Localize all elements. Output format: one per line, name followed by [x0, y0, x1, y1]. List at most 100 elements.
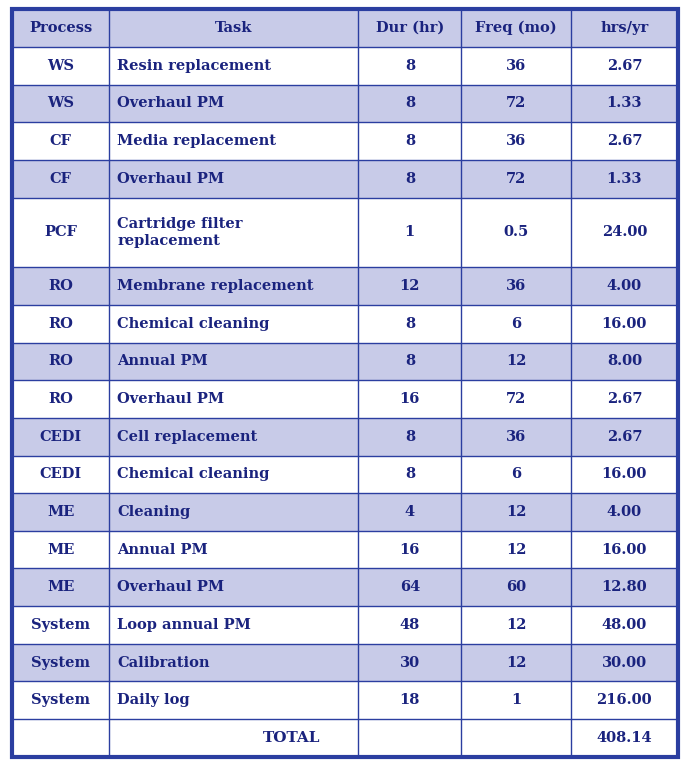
Text: Media replacement: Media replacement	[117, 134, 276, 148]
Text: 12: 12	[400, 279, 420, 293]
Bar	[358, 267, 462, 305]
Bar	[109, 682, 358, 719]
Text: PCF: PCF	[44, 225, 77, 239]
Text: 4: 4	[405, 505, 415, 519]
Text: 0.5: 0.5	[504, 225, 529, 239]
Text: 6: 6	[511, 316, 522, 331]
Bar	[358, 417, 462, 456]
Text: System: System	[31, 693, 90, 707]
Bar	[109, 456, 358, 493]
Text: 12: 12	[506, 542, 526, 557]
Bar	[109, 198, 358, 267]
Bar	[12, 531, 109, 568]
Bar	[12, 456, 109, 493]
Text: System: System	[31, 656, 90, 669]
Bar	[462, 160, 571, 198]
Bar	[12, 719, 678, 757]
Text: 72: 72	[506, 97, 526, 110]
Text: ME: ME	[47, 505, 75, 519]
Text: Annual PM: Annual PM	[117, 355, 208, 368]
Bar	[109, 417, 358, 456]
Text: Daily log: Daily log	[117, 693, 190, 707]
Bar	[571, 9, 678, 47]
Bar	[358, 568, 462, 606]
Text: Overhaul PM: Overhaul PM	[117, 581, 224, 594]
Bar	[109, 568, 358, 606]
Text: Task: Task	[215, 21, 253, 35]
Text: Freq (mo): Freq (mo)	[475, 21, 557, 35]
Bar	[462, 682, 571, 719]
Bar	[12, 198, 109, 267]
Bar	[571, 643, 678, 682]
Bar	[109, 123, 358, 160]
Text: 16.00: 16.00	[602, 467, 647, 481]
Text: 12: 12	[506, 618, 526, 632]
Text: 48: 48	[400, 618, 420, 632]
Text: 1: 1	[511, 693, 522, 707]
Text: Annual PM: Annual PM	[117, 542, 208, 557]
Bar	[462, 493, 571, 531]
Bar	[462, 123, 571, 160]
Text: 1: 1	[405, 225, 415, 239]
Bar	[109, 267, 358, 305]
Text: RO: RO	[48, 355, 73, 368]
Text: System: System	[31, 618, 90, 632]
Text: 12: 12	[506, 355, 526, 368]
Text: 1.33: 1.33	[607, 97, 642, 110]
Text: Overhaul PM: Overhaul PM	[117, 97, 224, 110]
Bar	[358, 47, 462, 84]
Text: Loop annual PM: Loop annual PM	[117, 618, 251, 632]
Text: Membrane replacement: Membrane replacement	[117, 279, 314, 293]
Bar	[12, 493, 109, 531]
Text: 16: 16	[400, 392, 420, 406]
Text: CEDI: CEDI	[39, 430, 81, 444]
Text: Dur (hr): Dur (hr)	[376, 21, 444, 35]
Text: Overhaul PM: Overhaul PM	[117, 392, 224, 406]
Bar	[571, 160, 678, 198]
Bar	[12, 342, 109, 380]
Text: 30.00: 30.00	[602, 656, 647, 669]
Text: 2.67: 2.67	[607, 59, 642, 73]
Text: 36: 36	[506, 430, 526, 444]
Bar	[12, 682, 109, 719]
Bar	[462, 643, 571, 682]
Text: 60: 60	[506, 581, 526, 594]
Bar	[358, 682, 462, 719]
Text: Cartridge filter
replacement: Cartridge filter replacement	[117, 217, 243, 248]
Text: ME: ME	[47, 581, 75, 594]
Bar	[12, 84, 109, 123]
Text: CF: CF	[50, 172, 72, 185]
Text: Chemical cleaning: Chemical cleaning	[117, 467, 270, 481]
Bar	[109, 643, 358, 682]
Bar	[358, 643, 462, 682]
Text: 8: 8	[405, 172, 415, 185]
Text: 6: 6	[511, 467, 522, 481]
Bar	[462, 531, 571, 568]
Bar	[462, 417, 571, 456]
Bar	[462, 568, 571, 606]
Text: 24.00: 24.00	[602, 225, 647, 239]
Bar	[12, 417, 109, 456]
Bar	[109, 342, 358, 380]
Text: 8: 8	[405, 97, 415, 110]
Bar	[109, 84, 358, 123]
Text: 12.80: 12.80	[602, 581, 647, 594]
Bar	[462, 198, 571, 267]
Bar	[462, 84, 571, 123]
Text: Resin replacement: Resin replacement	[117, 59, 271, 73]
Text: 8: 8	[405, 355, 415, 368]
Bar	[358, 123, 462, 160]
Bar	[109, 160, 358, 198]
Text: CF: CF	[50, 134, 72, 148]
Text: 72: 72	[506, 392, 526, 406]
Bar	[109, 305, 358, 342]
Bar	[358, 456, 462, 493]
Bar	[12, 160, 109, 198]
Bar	[358, 305, 462, 342]
Bar	[571, 568, 678, 606]
Bar	[571, 84, 678, 123]
Text: Cleaning: Cleaning	[117, 505, 190, 519]
Text: 2.67: 2.67	[607, 430, 642, 444]
Text: 18: 18	[400, 693, 420, 707]
Text: 72: 72	[506, 172, 526, 185]
